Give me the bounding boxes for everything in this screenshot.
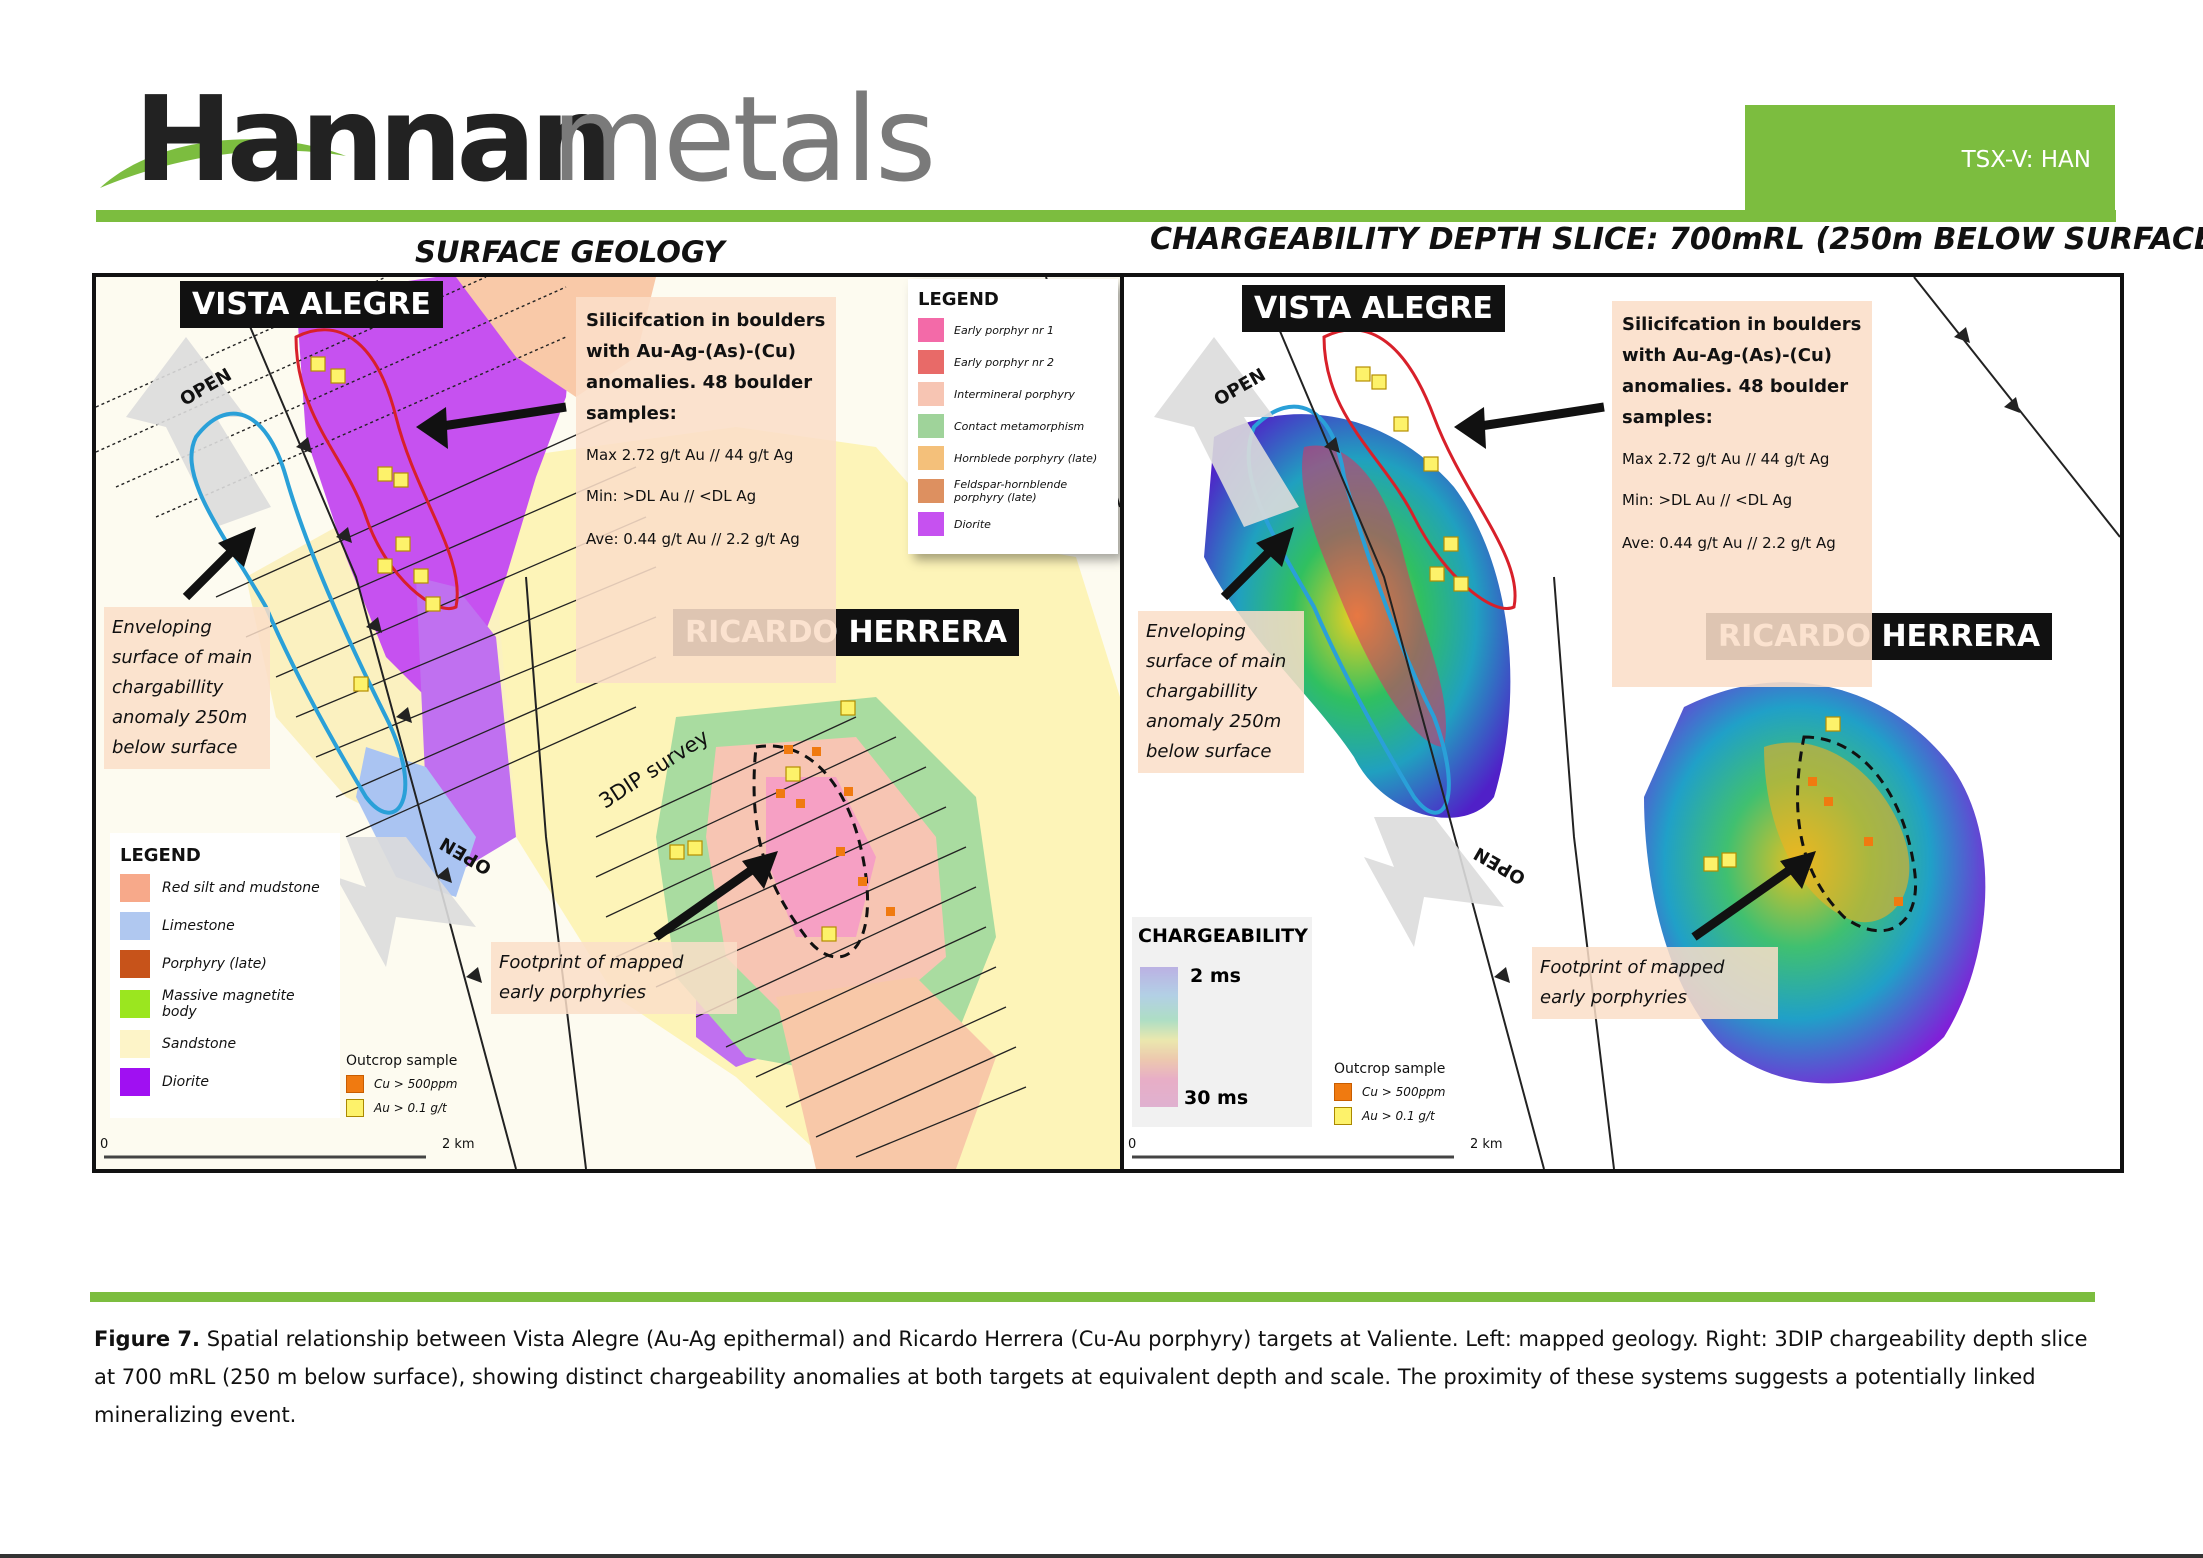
silicification-heading: Silicifcation in boulders with Au-Ag-(As…	[1622, 314, 1862, 428]
silicification-max: Max 2.72 g/t Au // 44 g/t Ag	[1622, 450, 1830, 468]
vista-alegre-label: VISTA ALEGRE	[180, 281, 443, 328]
silicification-ave: Ave: 0.44 g/t Au // 2.2 g/t Ag	[1622, 534, 1836, 552]
legend-item: Sandstone	[120, 1030, 330, 1058]
ticker-text: TSX-V: HAN	[1961, 147, 2091, 173]
ticker-badge: TSX-V: HAN	[1745, 105, 2115, 212]
legend-item-label: Diorite	[162, 1074, 209, 1090]
legend-swatch	[918, 318, 944, 342]
figure-caption-text: Spatial relationship between Vista Alegr…	[94, 1327, 2088, 1427]
right-panel-title: CHARGEABILITY DEPTH SLICE: 700mRL (250m …	[1150, 222, 2203, 257]
legend-swatch	[120, 1068, 150, 1096]
figure-label: Figure 7.	[94, 1327, 201, 1351]
vista-alegre-label: VISTA ALEGRE	[1242, 285, 1505, 332]
outcrop-au-row: Au > 0.1 g/t	[346, 1099, 458, 1117]
legend-item: Porphyry (late)	[120, 950, 330, 978]
legend-item-label: Diorite	[954, 517, 991, 531]
legend-item: Diorite	[918, 512, 1108, 536]
legend-item: Massive magnetite body	[120, 988, 330, 1020]
legend-item: Diorite	[120, 1068, 330, 1096]
outcrop-cu-row: Cu > 500ppm	[346, 1075, 458, 1093]
enveloping-note: Enveloping surface of main chargabillity…	[1138, 611, 1304, 773]
chargeability-legend: CHARGEABILITY 2 ms 30 ms	[1132, 917, 1312, 1127]
legend-item: Early porphyr nr 1	[918, 318, 1108, 342]
header-rule	[96, 210, 2116, 222]
logo-text-bold: Hannan	[134, 70, 614, 208]
scale-end: 2 km	[1470, 1137, 1503, 1152]
outcrop-cu-row: Cu > 500ppm	[1334, 1083, 1446, 1101]
silicification-note: Silicifcation in boulders with Au-Ag-(As…	[576, 297, 836, 683]
legend-swatch	[120, 990, 150, 1018]
legend-swatch	[918, 446, 944, 470]
legend-item-label: Sandstone	[162, 1036, 237, 1052]
scale-zero: 0	[100, 1137, 109, 1152]
outcrop-au-label: Au > 0.1 g/t	[1362, 1109, 1435, 1123]
outcrop-cu-label: Cu > 500ppm	[1362, 1085, 1446, 1099]
chargeability-map: VISTA ALEGRE RICARDO HERRERA Silicifcati…	[1120, 273, 2124, 1173]
outcrop-legend-title: Outcrop sample	[1334, 1061, 1446, 1077]
outcrop-au-label: Au > 0.1 g/t	[374, 1101, 447, 1115]
au-marker-icon	[1334, 1107, 1352, 1125]
legend-swatch	[918, 512, 944, 536]
legend-swatch	[120, 912, 150, 940]
legend-item: Red silt and mudstone	[120, 874, 330, 902]
legend-item-label: Early porphyr nr 2	[954, 355, 1054, 369]
legend-swatch	[120, 950, 150, 978]
logo-swoosh-icon	[100, 139, 346, 188]
legend-item: Early porphyr nr 2	[918, 350, 1108, 374]
surface-geology-map: VISTA ALEGRE RICARDO HERRERA Silicifcati…	[92, 273, 1124, 1173]
cu-marker-icon	[346, 1075, 364, 1093]
legend-geology-title: LEGEND	[120, 845, 201, 866]
chargeability-low: 2 ms	[1190, 965, 1241, 987]
footprint-note: Footprint of mapped early porphyries	[1532, 947, 1778, 1019]
outcrop-au-row: Au > 0.1 g/t	[1334, 1107, 1446, 1125]
footer-rule	[90, 1292, 2095, 1302]
legend-item: Hornblede porphyry (late)	[918, 446, 1108, 470]
left-panel-title: SURFACE GEOLOGY	[415, 235, 725, 269]
legend-item-label: Early porphyr nr 1	[954, 323, 1054, 337]
au-marker-icon	[346, 1099, 364, 1117]
outcrop-legend: Outcrop sample Cu > 500ppm Au > 0.1 g/t	[346, 1053, 458, 1117]
legend-item-label: Hornblede porphyry (late)	[954, 451, 1098, 465]
silicification-heading: Silicifcation in boulders with Au-Ag-(As…	[586, 310, 826, 424]
chargeability-high: 30 ms	[1184, 1087, 1249, 1109]
legend-item-label: Porphyry (late)	[162, 956, 267, 972]
legend-porphyry-title: LEGEND	[918, 289, 999, 310]
silicification-min: Min: >DL Au // <DL Ag	[1622, 491, 1793, 509]
legend-item-label: Feldspar-hornblende porphyry (late)	[954, 478, 1068, 504]
legend-swatch	[918, 414, 944, 438]
legend-swatch	[120, 1030, 150, 1058]
legend-porphyry: LEGEND Early porphyr nr 1 Early porphyr n…	[908, 279, 1118, 554]
silicification-ave: Ave: 0.44 g/t Au // 2.2 g/t Ag	[586, 530, 800, 548]
legend-item-label: Contact metamorphism	[954, 419, 1085, 433]
legend-swatch	[918, 382, 944, 406]
silicification-note: Silicifcation in boulders with Au-Ag-(As…	[1612, 301, 1872, 687]
chargeability-title: CHARGEABILITY	[1138, 925, 1308, 947]
cu-marker-icon	[1334, 1083, 1352, 1101]
legend-item: Limestone	[120, 912, 330, 940]
legend-swatch	[918, 479, 944, 503]
page-bottom-rule	[0, 1554, 2203, 1558]
outcrop-legend-title: Outcrop sample	[346, 1053, 458, 1069]
legend-geology: LEGEND Red silt and mudstone Limestone Por…	[110, 833, 340, 1118]
scale-end: 2 km	[442, 1137, 475, 1152]
silicification-min: Min: >DL Au // <DL Ag	[586, 487, 757, 505]
legend-item-label: Massive magnetite body	[162, 988, 295, 1020]
silicification-max: Max 2.72 g/t Au // 44 g/t Ag	[586, 446, 794, 464]
legend-swatch	[918, 350, 944, 374]
legend-item: Contact metamorphism	[918, 414, 1108, 438]
company-logo: Hannan metals	[96, 80, 956, 200]
outcrop-legend: Outcrop sample Cu > 500ppm Au > 0.1 g/t	[1334, 1061, 1446, 1125]
legend-item: Feldspar-hornblende porphyry (late)	[918, 478, 1108, 504]
scale-zero: 0	[1128, 1137, 1137, 1152]
legend-item-label: Intermineral porphyry	[954, 387, 1075, 401]
enveloping-note: Enveloping surface of main chargabillity…	[104, 607, 270, 769]
figure-caption: Figure 7. Spatial relationship between V…	[94, 1320, 2104, 1434]
legend-item-label: Red silt and mudstone	[162, 880, 320, 896]
logo-text-light: metals	[551, 70, 936, 208]
legend-item: Intermineral porphyry	[918, 382, 1108, 406]
outcrop-cu-label: Cu > 500ppm	[374, 1077, 458, 1091]
footprint-note: Footprint of mapped early porphyries	[491, 942, 737, 1014]
legend-swatch	[120, 874, 150, 902]
legend-item-label: Limestone	[162, 918, 235, 934]
